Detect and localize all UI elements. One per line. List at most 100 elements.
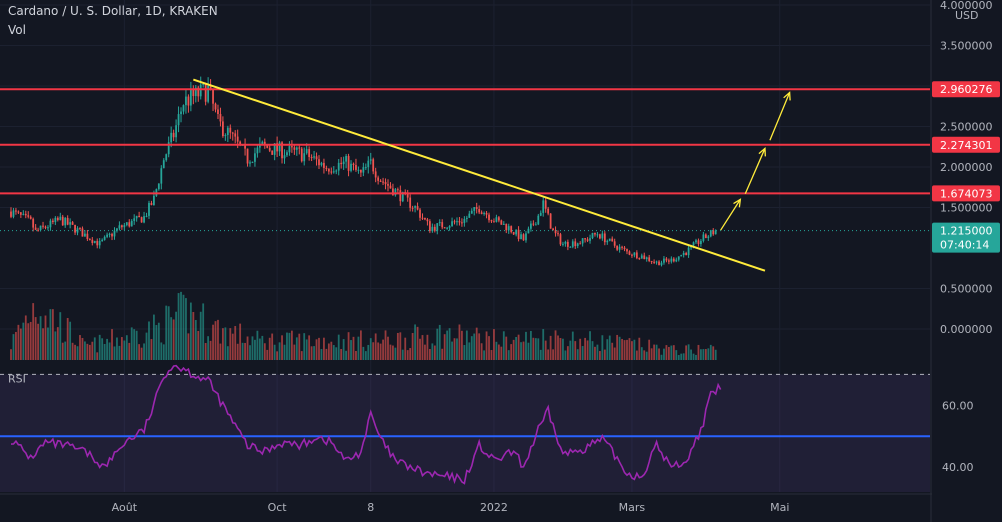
- candle-body: [645, 257, 648, 260]
- candle-body: [254, 153, 256, 162]
- volume-bar: [359, 330, 362, 360]
- volume-bar: [256, 330, 259, 360]
- candle-body: [702, 234, 705, 241]
- volume-bar: [520, 342, 522, 360]
- volume-bar: [197, 330, 200, 360]
- volume-bar: [283, 344, 286, 360]
- candle-body: [44, 226, 47, 228]
- candle-body: [488, 214, 490, 221]
- volume-bar: [379, 343, 382, 360]
- candle-body: [251, 161, 254, 163]
- volume-bar: [148, 321, 150, 360]
- candle-body: [443, 227, 446, 229]
- volume-bar: [91, 341, 94, 360]
- candle-body: [133, 218, 136, 221]
- candle-body: [34, 227, 37, 230]
- candle-body: [345, 155, 348, 162]
- candle-body: [167, 142, 170, 155]
- volume-bar: [433, 345, 436, 360]
- volume-bar: [539, 349, 542, 360]
- candle-body: [49, 220, 52, 228]
- candle-body: [226, 127, 229, 135]
- candle-body: [584, 238, 587, 240]
- candle-body: [276, 143, 279, 152]
- candle-body: [680, 255, 683, 257]
- candle-body: [670, 258, 673, 262]
- candle-body: [628, 251, 631, 255]
- volume-bar: [495, 341, 498, 360]
- candle-body: [266, 144, 269, 148]
- candle-body: [150, 202, 153, 206]
- volume-bar: [194, 320, 197, 360]
- volume-bar: [34, 317, 37, 360]
- volume-bar: [51, 309, 54, 360]
- volume-bar: [638, 337, 641, 360]
- candle-body: [22, 213, 25, 215]
- volume-bar: [281, 335, 283, 360]
- candle-body: [653, 261, 656, 263]
- volume-bar: [12, 334, 15, 360]
- candle-body: [446, 227, 449, 229]
- volume-bar: [675, 350, 678, 360]
- volume-bar: [485, 331, 488, 360]
- volume-bar: [687, 344, 690, 360]
- time-tick-label: Mai: [770, 501, 789, 514]
- volume-bar: [564, 350, 567, 360]
- volume-bar: [643, 350, 646, 360]
- candle-body: [438, 222, 441, 224]
- candle-body: [396, 189, 399, 191]
- price-tick-label: 3.500000: [940, 40, 993, 53]
- volume-bar: [428, 349, 431, 360]
- volume-bar: [61, 342, 64, 360]
- candle-body: [520, 234, 522, 239]
- volume-bar: [505, 336, 508, 360]
- candle-body: [12, 210, 15, 217]
- candle-body: [268, 147, 271, 151]
- volume-bar: [446, 330, 449, 360]
- volume-bar: [231, 333, 234, 360]
- volume-bar: [189, 302, 192, 360]
- candle-body: [392, 188, 394, 196]
- rsi-line: [10, 364, 722, 485]
- volume-bar: [483, 350, 485, 360]
- volume-bar: [234, 326, 237, 360]
- volume-bar: [192, 312, 195, 360]
- volume-bar: [424, 344, 426, 360]
- candle-body: [103, 236, 106, 240]
- volume-bar: [559, 337, 562, 360]
- candle-body: [352, 163, 355, 166]
- volume-bar: [660, 354, 663, 360]
- candle-body: [598, 234, 601, 239]
- volume-bar: [330, 341, 333, 360]
- volume-bar: [616, 334, 619, 360]
- rsi-tick-label: 40.00: [942, 461, 974, 474]
- volume-bar: [340, 348, 343, 360]
- volume-bar: [697, 344, 700, 360]
- candle-body: [650, 261, 653, 263]
- volume-bar: [510, 344, 513, 360]
- candle-body: [626, 249, 628, 252]
- candle-body: [682, 252, 685, 256]
- candle-body: [204, 84, 207, 102]
- candle-body: [148, 202, 150, 216]
- volume-bar: [300, 351, 303, 360]
- candle-body: [182, 105, 185, 112]
- volume-bar: [633, 339, 636, 360]
- volume-bar: [241, 342, 244, 360]
- candle-body: [542, 200, 545, 213]
- time-tick-label: Mars: [619, 501, 646, 514]
- volume-bar: [586, 340, 589, 360]
- candle-body: [202, 84, 205, 86]
- volume-bar: [325, 348, 328, 360]
- candle-body: [212, 88, 214, 104]
- volume-bar: [480, 343, 483, 360]
- volume-bar: [42, 328, 44, 360]
- candle-body: [564, 241, 567, 244]
- volume-bar: [409, 348, 412, 360]
- volume-bar: [170, 317, 173, 360]
- volume-bar: [522, 341, 525, 360]
- volume-bar: [581, 346, 584, 360]
- candle-body: [436, 223, 439, 231]
- candle-body: [308, 149, 311, 157]
